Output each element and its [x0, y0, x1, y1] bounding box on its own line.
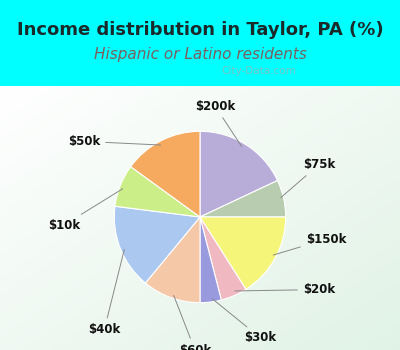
Text: $75k: $75k: [281, 158, 335, 198]
Text: $200k: $200k: [195, 100, 242, 147]
Wedge shape: [200, 217, 286, 289]
Text: $30k: $30k: [212, 299, 276, 344]
Wedge shape: [200, 131, 278, 217]
Wedge shape: [131, 131, 200, 217]
Text: Income distribution in Taylor, PA (%): Income distribution in Taylor, PA (%): [17, 21, 383, 39]
Wedge shape: [200, 217, 221, 303]
Text: $60k: $60k: [174, 295, 211, 350]
Text: Hispanic or Latino residents: Hispanic or Latino residents: [94, 47, 306, 62]
Wedge shape: [200, 217, 246, 300]
Wedge shape: [114, 206, 200, 283]
Text: $20k: $20k: [235, 283, 335, 296]
Wedge shape: [200, 181, 286, 217]
Wedge shape: [115, 167, 200, 217]
Text: $150k: $150k: [273, 233, 346, 255]
Text: $10k: $10k: [48, 189, 123, 232]
Text: City-Data.com: City-Data.com: [221, 66, 296, 76]
Text: $40k: $40k: [88, 250, 124, 336]
Wedge shape: [145, 217, 200, 303]
Text: $50k: $50k: [68, 135, 161, 148]
